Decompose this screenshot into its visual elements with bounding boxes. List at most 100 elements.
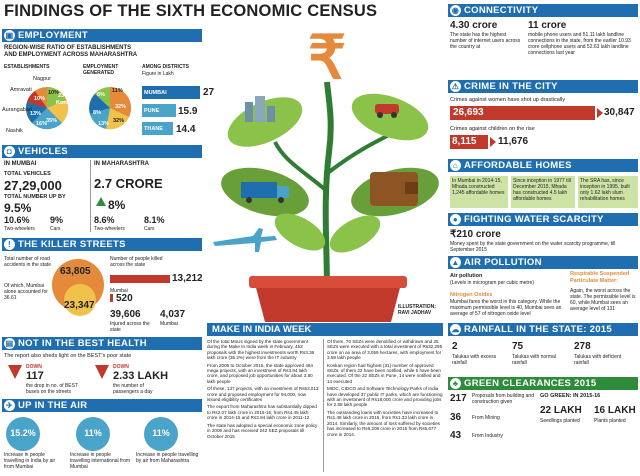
make-in-india-header: MAKE IN INDIA WEEK [207,323,443,336]
homes-header: ⌂ AFFORDABLE HOMES [448,159,638,172]
accidents-label: Total number of road accidents in the st… [4,256,51,268]
crime-children-new: 11,676 [498,136,529,147]
bus-icon: ▤ [4,338,15,349]
air-label-3: Increase in people travelling by air fro… [136,452,199,464]
plane-icon: ✈ [4,400,15,411]
increase-value: 9.5% [4,201,32,215]
district-bar-thane [142,122,173,135]
district-thane: THANE [144,126,163,132]
mii-col1-p5: The state has adopted a special economic… [207,422,318,439]
money-plant-illustration: ₹ [213,24,439,322]
est-amravati: 10% [34,96,46,102]
crime-women-new: 30,847 [604,107,635,118]
region-nashik: Nashik [6,128,23,134]
mumbai-killed: 520 [116,293,133,304]
mumbai-label: IN MUMBAI [4,161,37,167]
green-value-2: 36 [450,412,462,423]
est-konkan: 23% [58,93,70,99]
homes-item-1: In Mumbai in 2014-15, Mhada constructed … [450,176,508,208]
mumbai-killed-bar [110,294,113,302]
district-pune-value: 15.9 [178,106,198,117]
mh-label: IN MAHARASHTRA [94,161,149,167]
mii-divider [323,339,324,472]
injured-label: Injured across the state [110,321,150,333]
green-label-1: Proposals from building and construction… [472,393,534,405]
signal-icon: ◉ [450,5,461,16]
est-pune: 35% [46,118,58,124]
cars-label: Cars [50,226,61,232]
mh-tw-label: Two-wheelers [94,226,125,232]
mii-col2-p3: MIDC, CIDCO and Software Technology Park… [327,386,443,408]
crime-women-old: 26,693 [453,107,484,118]
down-label-2: DOWN [113,364,129,370]
region-pune: Pune [52,128,66,134]
illustration-credit: ILLUSTRATION: RAVI JADHAV [398,304,436,316]
mh-cars: 8.1% [144,215,165,225]
crime-arrow-icon-2 [490,137,496,147]
mh-cars-label: Cars [144,226,155,232]
pollution-header: ▲ AIR POLLUTION [448,256,638,269]
air-value-2: 11% [84,428,102,438]
crime-header: ⚠ CRIME IN THE CITY [448,80,638,93]
employment-generated-label: EMPLOYMENT GENERATED [83,64,119,76]
rainfall-header: ☁ RAINFALL IN THE STATE: 2015 [448,323,638,336]
employment-subtitle: REGION-WISE RATIO OF ESTABLISHMENTS AND … [4,45,138,58]
district-mumbai-value: 27 [203,87,215,98]
cars-value: 9% [50,215,64,225]
water-drop-icon: ● [450,214,461,225]
air-value-3: 11% [152,428,170,438]
water-label: Money spent by the state government on t… [450,241,616,253]
emp-amravati: 11% [112,88,123,94]
handcuffs-icon: ⚠ [450,81,461,92]
mh-total: 2.7 CRORE [94,176,163,191]
car-icon: ◘ [4,146,15,157]
injured-mumbai-label: Mumbai [160,321,178,327]
green-label-3: From Industry [472,433,503,439]
house-icon: ⌂ [450,160,461,171]
rain-label-3: Talukas with deficient rainfall [574,354,622,366]
total-vehicles: 27,29,000 [4,178,62,193]
employment-pies [26,86,132,130]
accidents-circles [52,259,104,316]
connectivity-header: ◉ CONNECTIVITY [448,4,638,17]
region-nagpur: Nagpur [33,76,52,82]
est-aurangabad: 13% [30,111,42,117]
mii-col1-p4: The export from Maharashtra has substant… [207,404,317,421]
injured-mumbai: 4,037 [160,309,186,320]
green-value-3: 43 [450,430,462,441]
water-header: ● FIGHTING WATER SCARCITY [448,213,638,226]
crime-children-label: Crimes against children on the rise [450,126,535,132]
internet-users-label: The state has the highest number of inte… [450,32,521,50]
districts-note: Figure in Lakh [142,71,174,77]
region-konkan: Konkan [56,100,77,106]
vehicles-header: ◘ VEHICLES [2,145,202,158]
mobile-users: 11 crore [528,20,567,31]
region-aurangabad: Aurangabad [2,107,32,113]
air-circle-1 [6,417,40,451]
air-header: ✈ UP IN THE AIR [2,399,202,412]
up-arrow-icon [96,197,106,206]
mumbai-acc-label: Of which, Mumbai alone accounted for 36.… [4,283,48,301]
crime-women-label: Crimes against women have shot up drasti… [450,97,565,103]
est-nagpur: 10% [48,90,60,96]
mumbai-killed-label: Mumbai [110,288,128,294]
air-circle-3 [144,417,178,451]
district-mumbai: MUMBAI [144,90,167,96]
streets-header: ! THE KILLER STREETS [2,238,202,251]
best-note: The report also sheds light on the BEST'… [4,353,132,359]
seedlings-label: Seedlings planted [540,418,580,424]
tw-value: 10.6% [4,215,30,225]
briefcase-icon: ▣ [4,30,15,41]
emp-nagpur: 6% [97,92,105,98]
killed-label: Number of people killed across the state [110,256,163,268]
mh-increase: 8% [108,198,126,212]
green-label-2: From Mining [472,415,500,421]
warning-icon: ! [4,239,15,250]
buses-value: 117 [26,370,44,382]
down-label-1: DOWN [26,364,42,370]
district-bar-pune [142,104,176,117]
green-header: ♣ GREEN CLEARANCES 2015 [448,377,638,390]
pollution-subtitle: (Levels in microgram per cubic metre) [450,280,534,286]
killed-bar [110,275,170,283]
cloud-icon: ☁ [450,324,461,335]
